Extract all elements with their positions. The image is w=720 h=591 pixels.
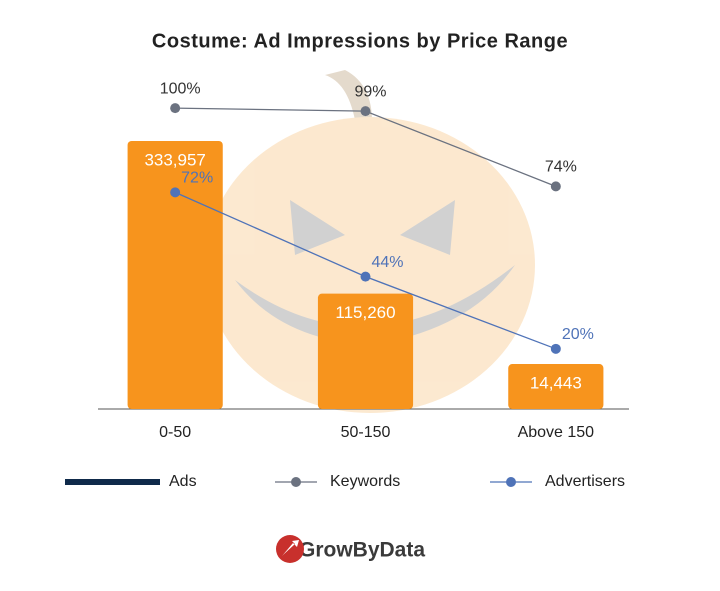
line-point	[550, 181, 561, 192]
line-point	[170, 187, 181, 198]
line-point	[550, 343, 561, 354]
x-tick-label: 50-150	[341, 424, 391, 441]
line-value-label: 99%	[354, 83, 386, 100]
legend-label: Ads	[169, 473, 197, 490]
legend-marker	[291, 477, 301, 487]
x-tick-label: 0-50	[159, 424, 191, 441]
chart-title: Costume: Ad Impressions by Price Range	[152, 30, 568, 52]
line-value-label: 100%	[160, 80, 201, 97]
legend-label: Advertisers	[545, 473, 625, 490]
bar	[508, 364, 604, 409]
line-value-label: 20%	[562, 326, 594, 343]
legend-marker	[506, 477, 516, 487]
line-value-label: 74%	[545, 159, 577, 176]
logo-arrow	[282, 540, 299, 556]
bar-value-label: 14,443	[530, 374, 582, 393]
line-point	[360, 271, 371, 282]
logo: GrowByData	[299, 539, 425, 562]
line-value-label: 44%	[372, 254, 404, 271]
bar-value-label: 115,260	[335, 303, 395, 322]
bar	[317, 293, 414, 409]
bar	[127, 140, 223, 409]
line-point	[360, 106, 371, 117]
legend-label: Keywords	[330, 473, 400, 490]
line-value-label: 72%	[181, 170, 213, 187]
x-tick-label: Above 150	[518, 424, 595, 441]
logo-icon	[276, 535, 304, 563]
pumpkin-decoration	[205, 70, 535, 413]
line-point	[170, 103, 181, 114]
bar-value-label: 333,957	[144, 150, 205, 169]
